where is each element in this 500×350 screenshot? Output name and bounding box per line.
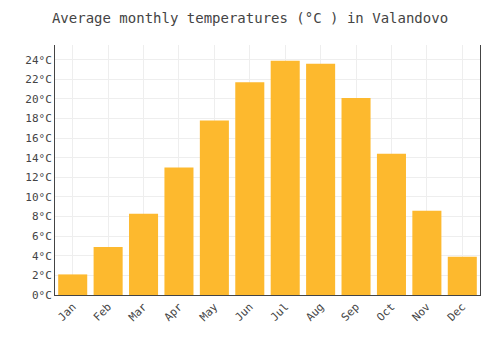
svg-text:Jun: Jun (233, 301, 256, 324)
svg-text:22°C: 22°C (25, 73, 52, 86)
svg-text:14°C: 14°C (25, 152, 52, 165)
svg-text:12°C: 12°C (25, 171, 52, 184)
svg-text:Jul: Jul (268, 301, 291, 324)
svg-text:Mar: Mar (126, 300, 150, 324)
svg-text:Oct: Oct (374, 301, 397, 324)
svg-text:Apr: Apr (162, 300, 186, 324)
svg-text:Dec: Dec (445, 301, 468, 324)
svg-text:16°C: 16°C (25, 132, 52, 145)
svg-text:20°C: 20°C (25, 93, 52, 106)
svg-text:Sep: Sep (339, 301, 362, 324)
svg-text:6°C: 6°C (32, 230, 52, 243)
svg-text:May: May (197, 300, 221, 324)
svg-text:Nov: Nov (410, 300, 434, 324)
svg-text:8°C: 8°C (32, 210, 52, 223)
svg-text:Average monthly temperatures (: Average monthly temperatures (°C ) in Va… (52, 10, 448, 26)
svg-text:0°C: 0°C (32, 289, 52, 302)
svg-text:Feb: Feb (91, 301, 114, 324)
svg-text:10°C: 10°C (25, 191, 52, 204)
svg-text:2°C: 2°C (32, 269, 52, 282)
svg-text:18°C: 18°C (25, 112, 52, 125)
svg-text:4°C: 4°C (32, 250, 52, 263)
svg-text:24°C: 24°C (25, 54, 52, 67)
svg-text:Jan: Jan (55, 301, 78, 324)
svg-text:Aug: Aug (303, 301, 326, 324)
